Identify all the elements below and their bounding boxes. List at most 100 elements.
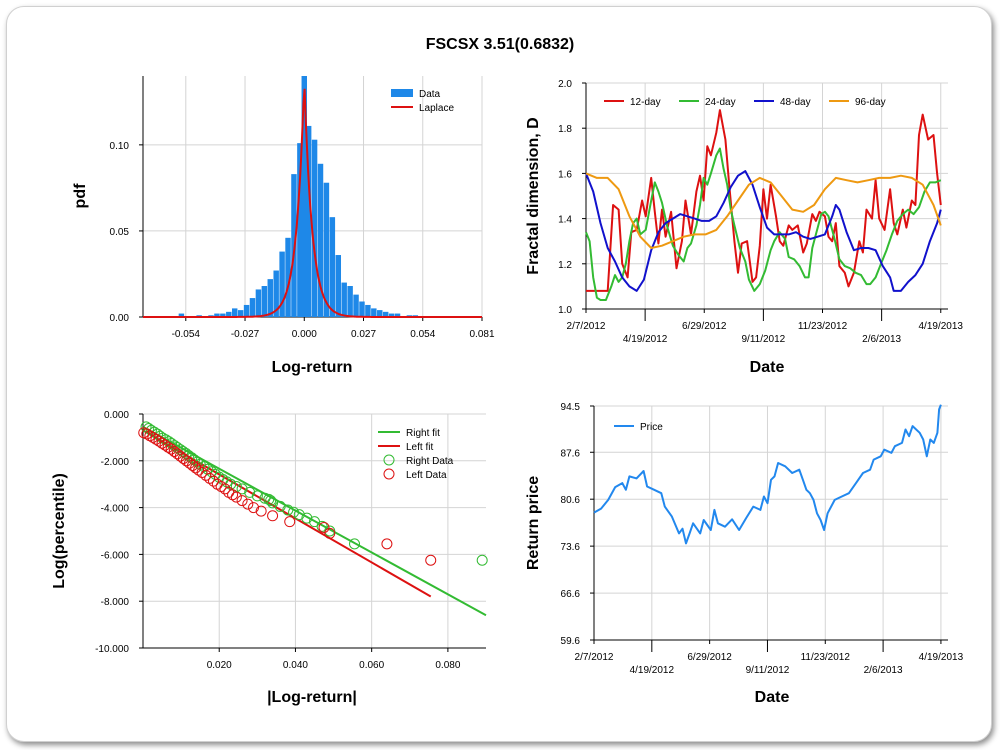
tail-right-data-point	[236, 483, 248, 495]
tail-left-data-point	[219, 483, 231, 495]
tail-right-data-point	[263, 493, 275, 505]
tail-left-data-point	[425, 554, 437, 566]
tail-xtick-label: 0.080	[435, 660, 460, 671]
pdf-bar	[220, 313, 226, 317]
pdf-bar	[323, 182, 330, 317]
tail-ytick-label: -10.000	[95, 644, 129, 655]
fractal-series-line	[585, 172, 942, 249]
fractal-xtick-label: 6/29/2012	[682, 321, 727, 332]
price-ytick-label: 66.6	[561, 589, 581, 600]
pdf-panel: -0.054 -0.027 0.000 0.027 0.054 0.081 0.00 0.05…	[72, 76, 495, 376]
fractal-legend-label: 96-day	[855, 97, 886, 108]
fractal-xtick-label: 4/19/2013	[919, 321, 964, 332]
tail-left-data-point	[153, 435, 165, 447]
tail-left-data-point	[318, 521, 330, 533]
price-ytick-label: 94.5	[561, 402, 581, 413]
pdf-bar	[388, 313, 395, 317]
pdf-bar	[335, 255, 342, 317]
pdf-bar	[279, 251, 285, 317]
pdf-bar	[273, 270, 279, 317]
pdf-bar	[237, 310, 244, 317]
price-legend-label: Price	[640, 422, 663, 433]
fractal-series-line	[586, 109, 942, 292]
tail-panel: 0.020 0.040 0.060 0.080 0.000 -2.000 -4.000 -6.…	[51, 410, 488, 706]
pdf-bar	[353, 294, 359, 317]
pdf-xtick-label: 0.054	[410, 329, 435, 340]
tail-left-data-point	[156, 437, 168, 449]
tail-legend-left-data-label: Left Data	[406, 470, 447, 481]
pdf-bar	[267, 279, 273, 317]
fractal-xlabel: Date	[750, 359, 785, 376]
tail-ytick-label: -8.000	[101, 597, 130, 608]
tail-legend-right-data-swatch	[383, 454, 395, 466]
tail-left-data-point	[196, 467, 208, 478]
pdf-bar	[243, 304, 250, 317]
pdf-xtick-label: 0.000	[292, 329, 317, 340]
figure-title: FSCSX 3.51(0.6832)	[426, 36, 575, 53]
tail-right-data-point	[186, 452, 198, 464]
pdf-ylabel: pdf	[72, 183, 89, 209]
pdf-bar	[297, 143, 303, 317]
tail-right-data-point	[183, 450, 195, 462]
fractal-ytick-label: 1.4	[558, 215, 572, 226]
pdf-bar	[329, 217, 336, 317]
pdf-bar	[214, 313, 220, 317]
tail-right-data-point	[288, 506, 300, 518]
price-xtick-label: 4/19/2012	[630, 665, 675, 676]
fractal-xtick-label: 2/6/2013	[862, 334, 901, 345]
fractal-series-line	[585, 170, 942, 292]
fractal-ylabel: Fractal dimension, D	[525, 117, 542, 274]
pdf-bar	[301, 76, 307, 317]
price-ytick-label: 80.6	[561, 495, 581, 506]
fractal-xtick-label: 2/7/2012	[567, 321, 606, 332]
tail-left-data-point	[324, 527, 336, 539]
tail-right-data-point	[476, 554, 488, 566]
pdf-bar	[231, 308, 238, 317]
pdf-legend-data-label: Data	[419, 89, 441, 100]
tail-legend-left-fit-label: Left fit	[406, 442, 433, 453]
pdf-bar	[341, 282, 347, 317]
tail-right-data-point	[293, 509, 305, 521]
tail-left-data-point	[204, 472, 216, 484]
fractal-legend-label: 48-day	[780, 97, 811, 108]
pdf-ytick-label: 0.00	[110, 313, 130, 324]
pdf-xtick-label: 0.081	[469, 329, 494, 340]
price-series-line	[593, 404, 942, 545]
tail-left-data-point	[242, 498, 254, 510]
pdf-bar	[347, 286, 353, 317]
pdf-laplace-line	[143, 88, 482, 318]
pdf-bar	[377, 310, 383, 317]
fractal-legend-label: 24-day	[705, 97, 736, 108]
pdf-xtick-label: -0.027	[231, 329, 260, 340]
fractal-xtick-label: 11/23/2012	[798, 321, 848, 332]
tail-right-data-point	[244, 486, 256, 498]
pdf-bar	[311, 139, 318, 317]
pdf-bar	[382, 311, 389, 317]
tail-right-data-point	[301, 512, 313, 524]
tail-left-data-point	[381, 538, 393, 550]
tail-xlabel: |Log-return|	[267, 689, 357, 706]
fractal-ytick-label: 1.6	[558, 169, 572, 180]
pdf-bar	[285, 237, 291, 317]
tail-ytick-label: -6.000	[101, 550, 130, 561]
tail-left-data-point	[193, 464, 205, 476]
pdf-bar	[261, 286, 268, 317]
fractal-xtick-label: 4/19/2012	[623, 334, 668, 345]
fractal-ytick-label: 1.0	[558, 305, 572, 316]
tail-left-data-point	[141, 428, 153, 440]
price-panel: 2/7/2012 4/19/2012 6/29/2012 9/11/2012 11/23…	[525, 402, 964, 706]
tail-legend-right-data-label: Right Data	[406, 456, 454, 467]
tail-right-data-point	[324, 525, 336, 537]
tail-right-data-point	[274, 500, 286, 512]
price-ytick-label: 59.6	[561, 636, 581, 647]
price-ylabel: Return price	[525, 476, 542, 570]
tail-ytick-label: -4.000	[101, 504, 130, 515]
pdf-ytick-label: 0.10	[110, 141, 130, 152]
fractal-legend-label: 12-day	[630, 97, 661, 108]
pdf-bar	[226, 311, 232, 317]
price-xtick-label: 2/6/2013	[864, 665, 903, 676]
tail-left-data-point	[147, 431, 159, 443]
pdf-bar	[249, 298, 256, 317]
tail-left-data-point	[200, 469, 212, 481]
tail-left-data-point	[255, 505, 267, 517]
